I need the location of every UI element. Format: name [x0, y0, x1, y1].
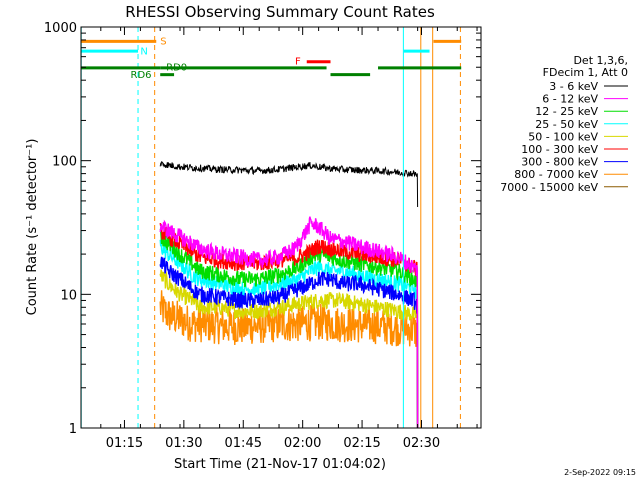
series-line-0 [159, 161, 419, 208]
y-axis-label: Count Rate (s⁻¹ detector⁻¹) [25, 139, 40, 316]
x-tick-label-4: 02:15 [343, 436, 380, 451]
legend-entry-4: 50 - 100 keV [528, 130, 598, 143]
y-tick-label-3: 1000 [44, 21, 77, 36]
legend-entry-5: 100 - 300 keV [521, 143, 598, 156]
plot-frame [80, 26, 482, 429]
flag-label-rd0: RD0 [166, 63, 187, 74]
chart-title: RHESSI Observing Summary Count Rates [125, 3, 435, 21]
legend-entry-0: 3 - 6 keV [549, 80, 598, 93]
timestamp: 2-Sep-2022 09:15 [564, 468, 636, 477]
flag-label-n: N [140, 47, 147, 58]
y-axis: 1 10 100 1000 [44, 21, 481, 437]
legend-title-0: Det 1,3,6, [573, 54, 628, 67]
legend-entry-2: 12 - 25 keV [535, 105, 598, 118]
flag-label-f: F [295, 57, 301, 68]
legend-title-1: FDecim 1, Att 0 [543, 66, 628, 79]
x-axis-label: Start Time (21-Nov-17 01:04:02) [174, 457, 386, 472]
legend-entry-8: 7000 - 15000 keV [500, 181, 598, 194]
x-tick-label-1: 01:30 [165, 436, 202, 451]
y-tick-label-2: 100 [52, 155, 77, 170]
x-tick-label-3: 02:00 [284, 436, 321, 451]
flag-label-s: S [160, 37, 166, 48]
x-tick-label-0: 01:15 [106, 436, 143, 451]
series-line-6 [159, 256, 419, 429]
x-tick-label-2: 01:45 [225, 436, 262, 451]
series-line-2 [159, 228, 419, 429]
legend-entry-6: 300 - 800 keV [521, 156, 598, 169]
x-tick-label-5: 02:30 [403, 436, 440, 451]
legend-entry-3: 25 - 50 keV [535, 118, 598, 131]
y-tick-label-0: 1 [69, 422, 77, 437]
x-axis: 01:15 01:30 01:45 02:00 02:15 02:30 [80, 27, 478, 451]
legend-entry-7: 800 - 7000 keV [514, 168, 598, 181]
flag-label-rd6: RD6 [131, 70, 152, 81]
legend-entry-1: 6 - 12 keV [542, 93, 598, 106]
y-tick-label-1: 10 [60, 288, 77, 303]
plot-area: S N F RD0 RD6 [80, 27, 462, 429]
series-line-1 [159, 216, 419, 429]
series-line-4 [159, 269, 419, 429]
